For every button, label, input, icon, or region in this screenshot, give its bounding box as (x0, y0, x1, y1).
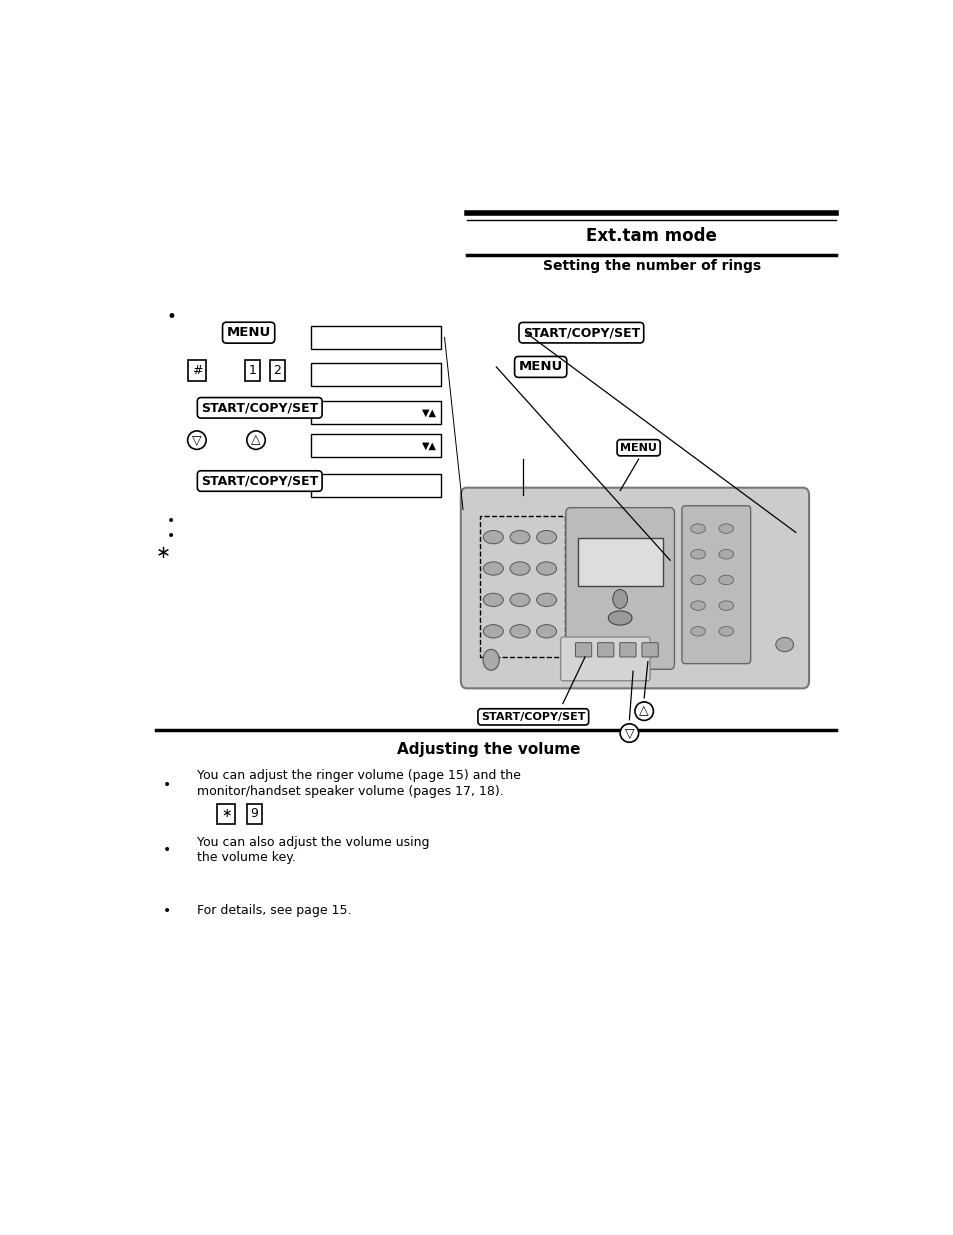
Ellipse shape (510, 593, 530, 606)
Text: For details, see page 15.: For details, see page 15. (196, 904, 351, 918)
Text: ∗: ∗ (156, 545, 171, 562)
FancyBboxPatch shape (560, 637, 649, 680)
Text: You can also adjust the volume using: You can also adjust the volume using (196, 836, 429, 848)
Text: ▽: ▽ (192, 433, 201, 447)
FancyBboxPatch shape (460, 488, 808, 688)
Ellipse shape (719, 550, 733, 559)
FancyBboxPatch shape (619, 642, 636, 657)
Ellipse shape (690, 576, 705, 584)
Bar (577, 538, 662, 585)
Text: the volume key.: the volume key. (196, 851, 295, 864)
Bar (479, 516, 564, 657)
Ellipse shape (608, 611, 631, 625)
Text: •: • (167, 529, 175, 543)
Text: MENU: MENU (619, 443, 657, 453)
FancyBboxPatch shape (565, 508, 674, 669)
Bar (311, 363, 440, 385)
Text: MENU: MENU (518, 361, 562, 373)
Ellipse shape (510, 625, 530, 638)
Ellipse shape (536, 562, 556, 576)
Bar (311, 435, 440, 457)
Text: Ext.tam mode: Ext.tam mode (585, 227, 717, 245)
Bar (311, 401, 440, 424)
Ellipse shape (690, 626, 705, 636)
Ellipse shape (483, 625, 503, 638)
Text: •: • (166, 309, 175, 326)
Ellipse shape (483, 593, 503, 606)
Text: START/COPY/SET: START/COPY/SET (201, 474, 318, 488)
Text: Setting the number of rings: Setting the number of rings (542, 259, 760, 273)
Text: ▼▲: ▼▲ (422, 408, 436, 417)
Text: START/COPY/SET: START/COPY/SET (522, 326, 639, 340)
Text: 2: 2 (274, 364, 281, 377)
Text: 9: 9 (251, 808, 258, 820)
Ellipse shape (719, 576, 733, 584)
Text: •: • (163, 904, 172, 918)
Ellipse shape (536, 625, 556, 638)
FancyBboxPatch shape (681, 506, 750, 663)
Text: START/COPY/SET: START/COPY/SET (201, 401, 318, 414)
Ellipse shape (690, 550, 705, 559)
Ellipse shape (719, 626, 733, 636)
Text: •: • (167, 514, 175, 529)
Text: You can adjust the ringer volume (page 15) and the: You can adjust the ringer volume (page 1… (196, 769, 520, 782)
Circle shape (612, 589, 627, 609)
Text: ▼▲: ▼▲ (422, 441, 436, 451)
Text: •: • (163, 844, 172, 857)
Bar (311, 326, 440, 348)
Text: Adjusting the volume: Adjusting the volume (396, 742, 580, 757)
FancyBboxPatch shape (597, 642, 613, 657)
Ellipse shape (483, 531, 503, 543)
FancyBboxPatch shape (641, 642, 658, 657)
Text: △: △ (639, 705, 648, 718)
Text: monitor/handset speaker volume (pages 17, 18).: monitor/handset speaker volume (pages 17… (196, 784, 503, 798)
Ellipse shape (775, 637, 793, 652)
Ellipse shape (510, 531, 530, 543)
Text: •: • (163, 778, 172, 793)
Ellipse shape (690, 601, 705, 610)
Ellipse shape (536, 593, 556, 606)
Circle shape (482, 650, 498, 671)
Ellipse shape (483, 562, 503, 576)
Ellipse shape (719, 601, 733, 610)
Text: MENU: MENU (226, 326, 271, 340)
Text: 1: 1 (248, 364, 256, 377)
Ellipse shape (690, 524, 705, 534)
Text: ▽: ▽ (624, 726, 634, 740)
Ellipse shape (719, 524, 733, 534)
Text: START/COPY/SET: START/COPY/SET (480, 711, 585, 722)
Text: #: # (192, 364, 202, 377)
Text: ∗: ∗ (221, 808, 232, 820)
Ellipse shape (510, 562, 530, 576)
Bar (311, 474, 440, 498)
FancyBboxPatch shape (575, 642, 591, 657)
Ellipse shape (536, 531, 556, 543)
Text: △: △ (251, 433, 260, 447)
